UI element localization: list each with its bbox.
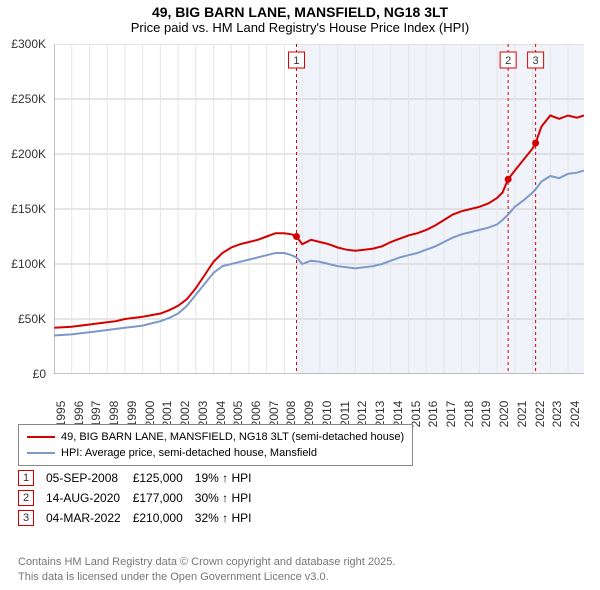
y-tick-label: £250K xyxy=(11,92,46,106)
chart-subtitle: Price paid vs. HM Land Registry's House … xyxy=(0,20,600,35)
y-tick-label: £50K xyxy=(18,312,46,326)
legend-label: HPI: Average price, semi-detached house,… xyxy=(61,445,317,461)
y-axis-labels: £0£50K£100K£150K£200K£250K£300K xyxy=(0,44,50,374)
event-date: 14-AUG-2020 xyxy=(46,488,133,508)
footer-attribution: Contains HM Land Registry data © Crown c… xyxy=(18,555,395,584)
event-table: 1 05-SEP-2008£125,00019% ↑ HPI 2 14-AUG-202… xyxy=(18,468,263,528)
svg-text:3: 3 xyxy=(533,55,539,67)
event-gain: 19% ↑ HPI xyxy=(195,468,264,488)
plot-svg: 1 2 3 xyxy=(54,44,584,374)
y-tick-label: £100K xyxy=(11,257,46,271)
event-gain: 30% ↑ HPI xyxy=(195,488,264,508)
y-tick-label: £200K xyxy=(11,147,46,161)
event-price: £210,000 xyxy=(133,508,195,528)
x-tick-label: 2022 xyxy=(533,401,547,428)
y-tick-label: £150K xyxy=(11,202,46,216)
y-tick-label: £0 xyxy=(33,367,46,381)
x-tick-label: 2021 xyxy=(515,401,529,428)
event-row: 1 05-SEP-2008£125,00019% ↑ HPI xyxy=(18,468,263,488)
title-block: 49, BIG BARN LANE, MANSFIELD, NG18 3LT P… xyxy=(0,0,600,37)
legend-row: HPI: Average price, semi-detached house,… xyxy=(27,445,404,461)
event-gain: 32% ↑ HPI xyxy=(195,508,264,528)
x-tick-label: 2024 xyxy=(568,401,582,428)
x-axis-labels: 1995199619971998199920002001200220032004… xyxy=(54,378,584,422)
legend-swatch xyxy=(27,452,55,454)
legend-row: 49, BIG BARN LANE, MANSFIELD, NG18 3LT (… xyxy=(27,429,404,445)
legend-label: 49, BIG BARN LANE, MANSFIELD, NG18 3LT (… xyxy=(61,429,404,445)
x-tick-label: 2020 xyxy=(497,401,511,428)
event-date: 04-MAR-2022 xyxy=(46,508,133,528)
x-tick-label: 2017 xyxy=(444,401,458,428)
legend: 49, BIG BARN LANE, MANSFIELD, NG18 3LT (… xyxy=(18,424,413,466)
event-marker-icon: 3 xyxy=(18,510,34,526)
event-marker-icon: 1 xyxy=(18,470,34,486)
footer-line: This data is licensed under the Open Gov… xyxy=(18,570,395,584)
event-price: £177,000 xyxy=(133,488,195,508)
x-tick-label: 2016 xyxy=(426,401,440,428)
x-tick-label: 2023 xyxy=(550,401,564,428)
x-tick-label: 2018 xyxy=(462,401,476,428)
event-date: 05-SEP-2008 xyxy=(46,468,133,488)
chart-title: 49, BIG BARN LANE, MANSFIELD, NG18 3LT xyxy=(0,4,600,20)
legend-swatch xyxy=(27,436,55,438)
event-row: 2 14-AUG-2020£177,00030% ↑ HPI xyxy=(18,488,263,508)
footer-line: Contains HM Land Registry data © Crown c… xyxy=(18,555,395,569)
chart-container: 49, BIG BARN LANE, MANSFIELD, NG18 3LT P… xyxy=(0,0,600,590)
y-tick-label: £300K xyxy=(11,37,46,51)
event-marker-icon: 2 xyxy=(18,490,34,506)
event-price: £125,000 xyxy=(133,468,195,488)
svg-text:2: 2 xyxy=(505,55,511,67)
event-row: 3 04-MAR-2022£210,00032% ↑ HPI xyxy=(18,508,263,528)
x-tick-label: 2019 xyxy=(479,401,493,428)
svg-text:1: 1 xyxy=(293,55,299,67)
plot-area: 1 2 3 xyxy=(54,44,584,374)
